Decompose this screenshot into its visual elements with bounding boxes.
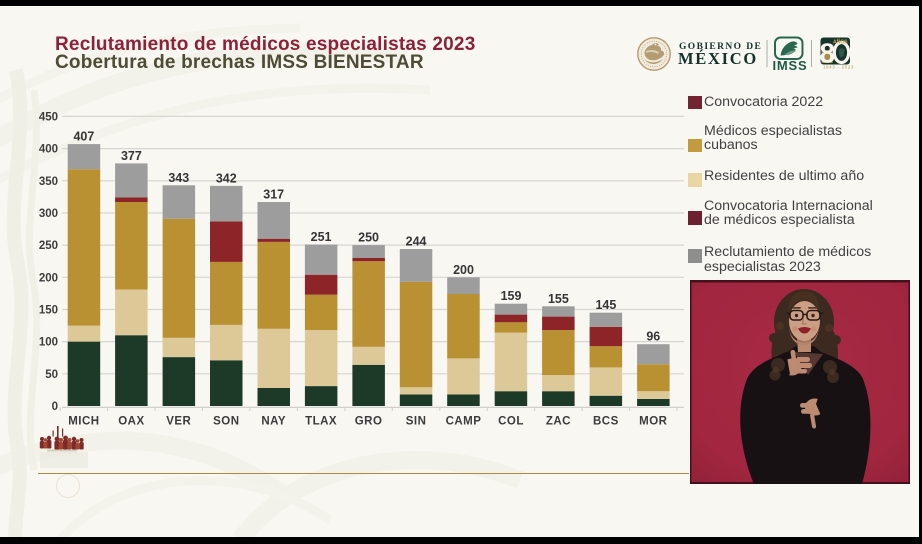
svg-text:NAY: NAY [261,415,286,427]
svg-text:AÑOS: AÑOS [833,39,848,46]
svg-text:CAMP: CAMP [446,415,482,427]
svg-text:250: 250 [358,231,379,245]
svg-text:MÉXICO: MÉXICO [678,49,758,68]
svg-text:OAX: OAX [118,415,144,427]
svg-text:251: 251 [311,230,332,244]
svg-text:IMSS: IMSS [773,58,808,73]
svg-text:150: 150 [39,305,58,317]
svg-text:100: 100 [39,337,58,349]
svg-text:ZAC: ZAC [546,415,571,427]
svg-text:155: 155 [548,292,569,306]
svg-text:SIN: SIN [406,415,427,427]
svg-text:50: 50 [45,369,58,381]
svg-text:400: 400 [39,144,58,156]
svg-text:MOR: MOR [639,415,668,427]
svg-text:MICH: MICH [68,415,99,427]
svg-text:300: 300 [39,208,58,220]
svg-text:COL: COL [498,415,524,427]
svg-text:145: 145 [595,298,616,312]
svg-text:343: 343 [168,171,189,185]
svg-text:200: 200 [453,263,474,277]
svg-text:377: 377 [121,149,142,163]
svg-text:342: 342 [216,171,237,185]
svg-text:VER: VER [166,415,191,427]
svg-text:8: 8 [820,38,836,69]
svg-text:317: 317 [263,188,284,202]
svg-text:159: 159 [501,289,522,303]
svg-text:GOBIERNO DE: GOBIERNO DE [679,42,762,52]
svg-text:1943 - 2023: 1943 - 2023 [823,65,854,70]
svg-text:BCS: BCS [593,415,619,427]
svg-text:244: 244 [406,235,427,249]
svg-text:96: 96 [646,330,660,344]
svg-text:0: 0 [52,401,58,413]
svg-text:407: 407 [73,130,94,144]
svg-text:450: 450 [39,111,58,123]
svg-text:SON: SON [213,415,239,427]
svg-text:200: 200 [39,272,58,284]
svg-text:GRO: GRO [355,415,383,427]
svg-text:TLAX: TLAX [305,415,337,427]
svg-text:250: 250 [39,240,58,252]
svg-text:350: 350 [39,176,58,188]
